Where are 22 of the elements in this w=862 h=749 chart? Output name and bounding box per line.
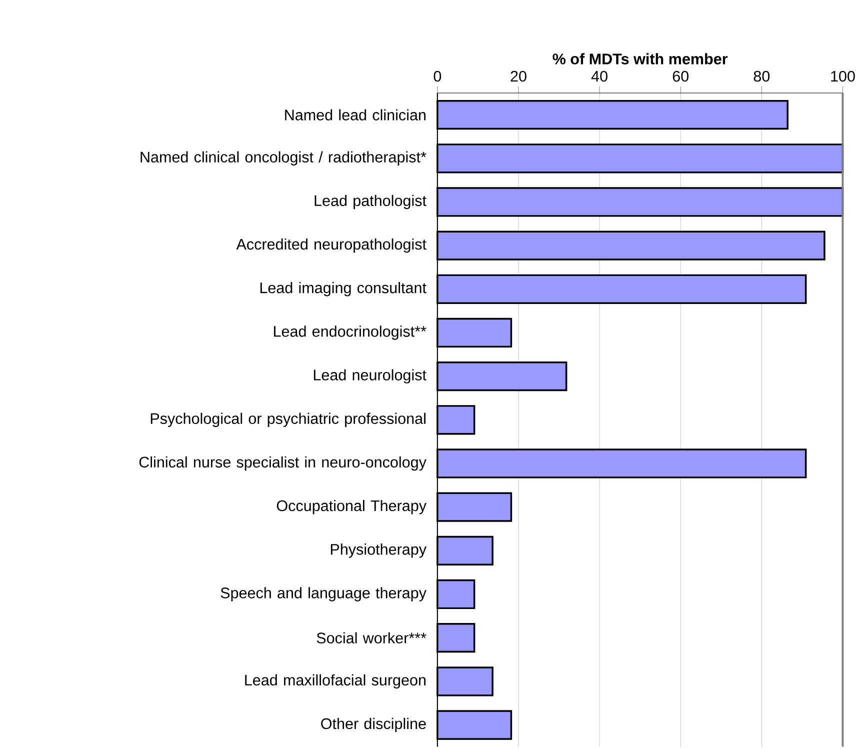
y-tick-label: Occupational Therapy (276, 500, 426, 514)
x-tick-label: 40 (591, 70, 608, 82)
x-tick-label: 80 (754, 70, 770, 82)
y-tick-label: Physiotherapy (330, 543, 426, 558)
y-tick-label: Lead pathologist (314, 194, 426, 209)
x-tick-label: 60 (672, 70, 689, 82)
x-tick-label: 0 (434, 70, 442, 82)
y-tick-label: Social worker*** (316, 632, 426, 644)
x-tick-label: 20 (510, 70, 526, 82)
x-axis-title: % of MDTs with member (552, 52, 728, 64)
y-tick-label: Other discipline (321, 718, 426, 732)
y-tick-label: Lead neurologist (314, 368, 426, 384)
y-tick-label: Named lead clinician (285, 108, 426, 120)
y-tick-label: Speech and language therapy (220, 586, 426, 602)
y-tick-label: Clinical nurse specialist in neuro-oncology (139, 456, 426, 470)
y-tick-label: Psychological or psychiatric professional (150, 412, 426, 427)
y-tick-label: Lead maxillofacial surgeon (245, 674, 426, 688)
y-tick-label: Accredited neuropathologist (236, 238, 426, 252)
y-tick-label: Lead imaging consultant (260, 282, 426, 296)
y-tick-label: Lead endocrinologist** (274, 325, 426, 340)
x-tick-label: 100 (831, 70, 855, 82)
y-tick-label: Named clinical oncologist / radiotherapist* (140, 151, 426, 166)
